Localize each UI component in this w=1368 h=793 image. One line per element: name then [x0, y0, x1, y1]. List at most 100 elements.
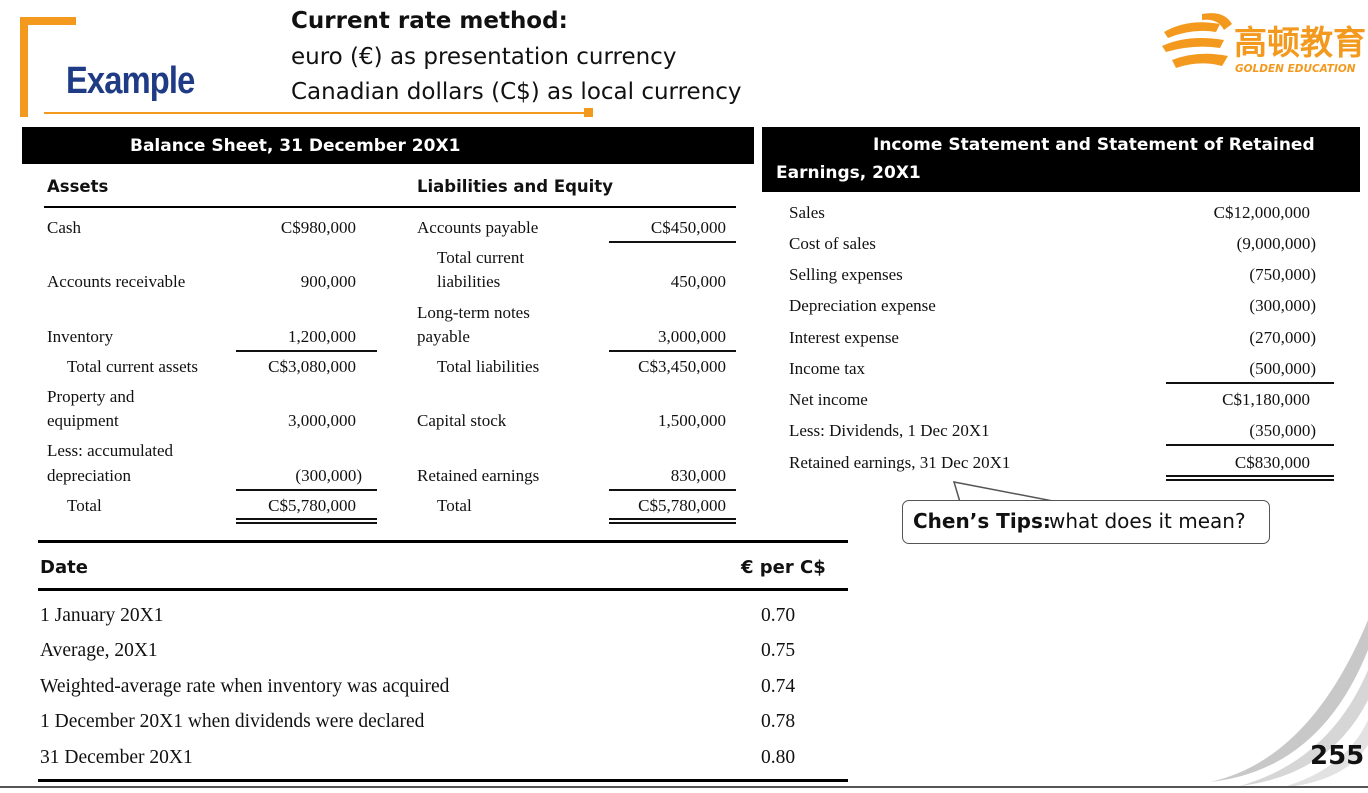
rate-date: 1 January 20X1: [40, 605, 164, 626]
liability-value: 450,000: [670, 272, 726, 291]
income-statement-title-bar: Income Statement and Statement of Retain…: [762, 127, 1360, 192]
income-row-value: C$1,180,000: [1222, 390, 1310, 409]
asset-value: 1,200,000: [288, 327, 356, 346]
subtotal-rule: [1166, 382, 1334, 384]
asset-value: C$3,080,000: [268, 357, 356, 376]
income-row-value: C$830,000: [1234, 453, 1310, 472]
asset-label-line1: Property and: [47, 387, 135, 406]
total-double-rule-top: [1166, 475, 1334, 477]
rates-top-rule: [38, 540, 848, 543]
tip-callout-pointer: [952, 481, 1059, 503]
liability-label: Total liabilities: [437, 357, 540, 376]
rate-value: 0.78: [761, 711, 796, 732]
income-row-value: (350,000): [1249, 421, 1316, 440]
liability-label: Total: [437, 496, 472, 515]
income-row-label: Depreciation expense: [789, 296, 936, 315]
liability-value: C$450,000: [650, 218, 726, 237]
header-underline-dot: [584, 108, 593, 117]
income-row-label: Cost of sales: [789, 234, 876, 253]
income-row-value: (500,000): [1249, 359, 1316, 378]
asset-value: C$980,000: [280, 218, 356, 237]
liability-label-line1: Long-term notes: [417, 303, 530, 322]
asset-value: C$5,780,000: [268, 496, 356, 515]
title-line-1: Current rate method:: [291, 8, 568, 34]
slide-title: Current rate method: euro (€) as present…: [291, 4, 742, 111]
balance-sheet-title-bar: Balance Sheet, 31 December 20X1: [22, 127, 754, 164]
liability-label-line1: Total current: [437, 248, 525, 267]
liability-label: Accounts payable: [417, 218, 539, 237]
income-row-value: (9,000,000): [1236, 234, 1316, 253]
liability-label: Retained earnings: [417, 466, 540, 485]
subtotal-rule: [236, 350, 377, 352]
liability-label-line2: liabilities: [437, 272, 501, 291]
header-bracket-horizontal: [20, 17, 76, 25]
asset-label: Cash: [47, 218, 81, 237]
subtotal-rule: [1166, 444, 1334, 446]
title-line-2: euro (€) as presentation currency: [291, 43, 677, 70]
liabilities-header: Liabilities and Equity: [417, 177, 613, 196]
total-double-rule-bottom: [609, 522, 736, 524]
income-row-label: Interest expense: [789, 328, 899, 347]
liability-value: 3,000,000: [658, 327, 726, 346]
logo-chinese-text: 高顿教育: [1234, 23, 1366, 62]
asset-value: 3,000,000: [288, 411, 356, 430]
golden-education-logo-icon: [1162, 13, 1232, 68]
income-row-value: (300,000): [1249, 296, 1316, 315]
liability-value: C$5,780,000: [638, 496, 726, 515]
income-row-value: (270,000): [1249, 328, 1316, 347]
income-row-label: Net income: [789, 390, 868, 409]
liability-label-line2: payable: [417, 327, 470, 346]
page-number: 255: [1310, 741, 1365, 771]
rates-date-header: Date: [40, 557, 88, 578]
subtotal-rule: [609, 350, 736, 352]
income-row-label: Sales: [789, 203, 825, 222]
tip-text: what does it mean?: [1049, 509, 1246, 533]
decorative-swoosh-graphic: [1210, 620, 1368, 788]
asset-label: Total current assets: [67, 357, 198, 376]
income-statement-title-line1: Income Statement and Statement of Retain…: [873, 135, 1315, 155]
chens-tips-callout: Chen’s Tips: what does it mean?: [902, 500, 1270, 544]
income-row-label: Income tax: [789, 359, 865, 378]
example-label: Example: [66, 60, 195, 102]
subtotal-rule: [609, 489, 736, 491]
total-double-rule-bottom: [236, 522, 377, 524]
rate-date: Weighted-average rate when inventory was…: [40, 676, 450, 697]
footer-rule: [0, 786, 1368, 788]
rate-value: 0.70: [761, 605, 796, 626]
rate-date: Average, 20X1: [40, 640, 158, 661]
balance-sheet-title: Balance Sheet, 31 December 20X1: [130, 136, 461, 156]
balance-sheet-header-rule: [44, 206, 736, 208]
title-line-3: Canadian dollars (C$) as local currency: [291, 79, 742, 105]
liability-label: Capital stock: [417, 411, 507, 430]
asset-value: (300,000): [295, 466, 362, 485]
income-row-label: Selling expenses: [789, 265, 903, 284]
asset-label: Accounts receivable: [47, 272, 186, 291]
rates-bottom-rule: [38, 779, 848, 782]
asset-label: Inventory: [47, 327, 114, 346]
subtotal-rule: [236, 489, 377, 491]
logo-english-text: GOLDEN EDUCATION: [1235, 63, 1356, 75]
income-row-label: Less: Dividends, 1 Dec 20X1: [789, 421, 990, 440]
liability-value: 1,500,000: [658, 411, 726, 430]
income-row-label: Retained earnings, 31 Dec 20X1: [789, 453, 1011, 472]
income-row-value: C$12,000,000: [1213, 203, 1310, 222]
header-underline: [44, 112, 588, 114]
rate-date: 31 December 20X1: [40, 747, 193, 768]
income-row-value: (750,000): [1249, 265, 1316, 284]
assets-header: Assets: [47, 177, 109, 196]
total-double-rule-top: [236, 518, 377, 520]
liability-value: C$3,450,000: [638, 357, 726, 376]
asset-label-line1: Less: accumulated: [47, 441, 174, 460]
income-statement-title-line2: Earnings, 20X1: [776, 163, 921, 183]
total-double-rule-bottom: [1166, 479, 1334, 481]
subtotal-rule: [609, 241, 736, 243]
tip-bold-label: Chen’s Tips:: [913, 509, 1051, 533]
total-double-rule-top: [609, 518, 736, 520]
rate-value: 0.74: [761, 676, 796, 697]
rates-header-rule: [38, 588, 848, 591]
rate-value: 0.75: [761, 640, 796, 661]
liability-value: 830,000: [670, 466, 726, 485]
rate-value: 0.80: [761, 747, 796, 768]
asset-value: 900,000: [300, 272, 356, 291]
asset-label-line2: equipment: [47, 411, 119, 430]
